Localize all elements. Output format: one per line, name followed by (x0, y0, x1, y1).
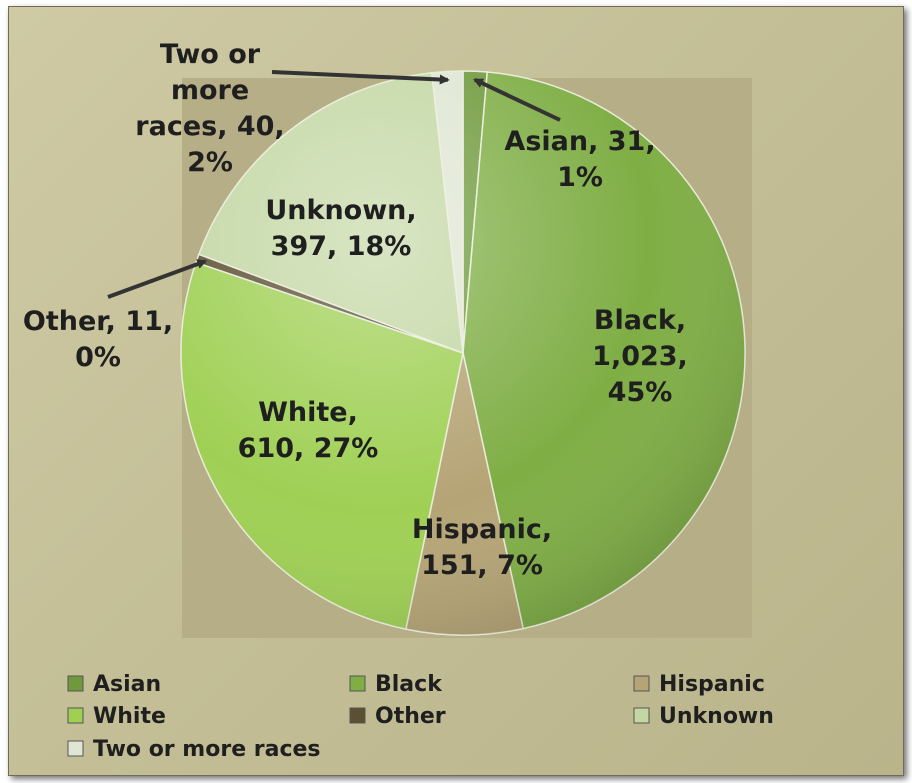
leader-arrows (107, 70, 561, 299)
legend-label-white: White (93, 704, 166, 729)
legend-swatch-unknown (633, 707, 650, 724)
leader-arrow-asian (472, 77, 561, 122)
leader-arrow-two-or-more-races (271, 70, 450, 85)
legend-swatch-two-or-more-races (67, 740, 84, 757)
legend-item-unknown: Unknown (633, 704, 774, 729)
legend-item-asian: Asian (67, 672, 161, 697)
data-label-other: Other, 11, 0% (23, 306, 173, 373)
legend-swatch-asian (67, 675, 84, 692)
data-label-asian: Asian, 31, 1% (504, 126, 655, 193)
legend-label-black: Black (375, 672, 443, 697)
legend-label-two-or-more-races: Two or more races (93, 737, 321, 762)
data-label-hispanic: Hispanic, 151, 7% (412, 514, 552, 581)
legend-item-two-or-more-races: Two or more races (67, 737, 321, 762)
legend-swatch-other (349, 707, 366, 724)
legend-item-other: Other (349, 704, 446, 729)
data-label-white: White, 610, 27% (238, 397, 379, 464)
legend-label-other: Other (375, 704, 446, 729)
legend-item-black: Black (349, 672, 443, 697)
data-label-unknown: Unknown, 397, 18% (265, 195, 416, 262)
legend-item-hispanic: Hispanic (633, 672, 765, 697)
legend-label-unknown: Unknown (659, 704, 774, 729)
legend-swatch-black (349, 675, 366, 692)
legend-label-hispanic: Hispanic (659, 672, 765, 697)
legend-swatch-hispanic (633, 675, 650, 692)
data-label-two-or-more-races: Two or more races, 40, 2% (135, 39, 284, 178)
legend-item-white: White (67, 704, 166, 729)
leader-arrow-other (107, 259, 208, 299)
legend-swatch-white (67, 707, 84, 724)
legend-label-asian: Asian (93, 672, 161, 697)
data-labels: Asian, 31, 1% Black, 1,023, 45% Hispanic, 151,… (23, 39, 688, 581)
data-label-black: Black, 1,023, 45% (592, 305, 688, 408)
legend: Asian Black Hispanic White Other Unknown Two o… (67, 672, 774, 762)
